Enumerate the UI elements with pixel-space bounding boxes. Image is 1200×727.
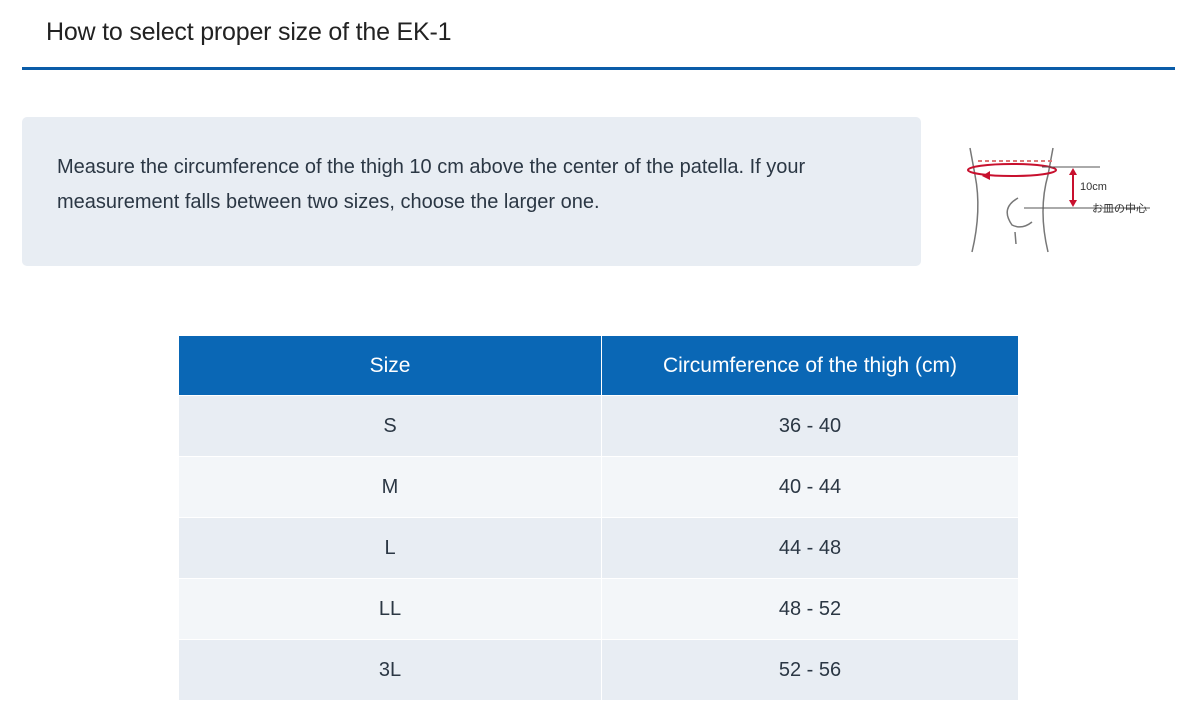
size-cell: 3L bbox=[179, 639, 602, 700]
size-cell: M bbox=[179, 456, 602, 518]
range-cell: 44 - 48 bbox=[601, 517, 1018, 579]
size-cell: S bbox=[179, 395, 602, 457]
header-size: Size bbox=[179, 336, 602, 396]
range-cell: 52 - 56 bbox=[601, 639, 1018, 700]
range-cell: 36 - 40 bbox=[601, 395, 1018, 457]
knee-measurement-diagram: 10cm お皿の中心 bbox=[967, 147, 1150, 253]
instruction-box: Measure the circumference of the thigh 1… bbox=[22, 117, 921, 266]
header-circumference: Circumference of the thigh (cm) bbox=[601, 336, 1018, 396]
table-row: L 44 - 48 bbox=[179, 517, 1018, 579]
table-header-row: Size Circumference of the thigh (cm) bbox=[179, 336, 1018, 396]
distance-label: 10cm bbox=[1080, 181, 1107, 193]
instruction-text: Measure the circumference of the thigh 1… bbox=[57, 156, 806, 213]
size-table: Size Circumference of the thigh (cm) S 3… bbox=[179, 336, 1018, 700]
table-row: LL 48 - 52 bbox=[179, 578, 1018, 640]
page-title: How to select proper size of the EK-1 bbox=[46, 18, 452, 46]
range-cell: 40 - 44 bbox=[601, 456, 1018, 518]
range-cell: 48 - 52 bbox=[601, 578, 1018, 640]
size-cell: LL bbox=[179, 578, 602, 640]
patella-center-label: お皿の中心 bbox=[1092, 202, 1147, 215]
table-row: M 40 - 44 bbox=[179, 456, 1018, 518]
title-divider bbox=[22, 67, 1175, 70]
size-cell: L bbox=[179, 517, 602, 579]
table-row: 3L 52 - 56 bbox=[179, 639, 1018, 700]
table-row: S 36 - 40 bbox=[179, 395, 1018, 457]
